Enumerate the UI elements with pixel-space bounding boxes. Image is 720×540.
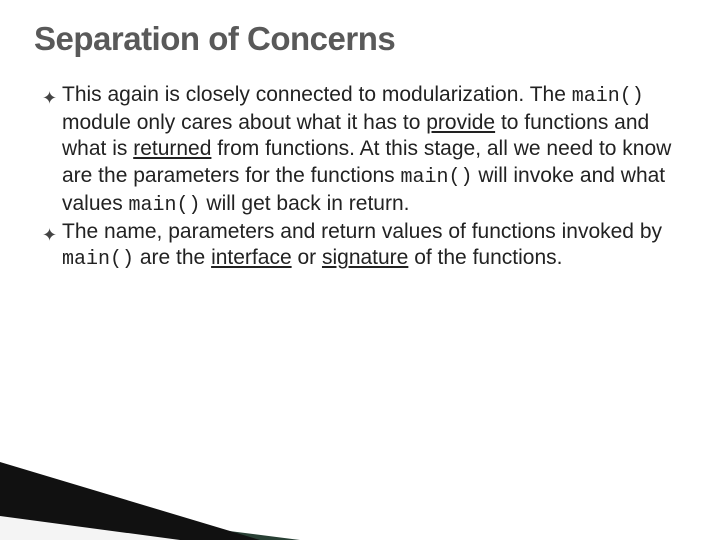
slide: Separation of Concerns ✦ This again is c…	[0, 0, 720, 540]
slide-body: ✦ This again is closely connected to mod…	[34, 82, 686, 273]
corner-decoration	[0, 462, 320, 540]
bullet-marker-icon: ✦	[42, 82, 62, 112]
bullet-text: This again is closely connected to modul…	[62, 82, 686, 219]
bullet-item: ✦ This again is closely connected to mod…	[42, 82, 686, 219]
decoration-triangle	[0, 502, 300, 540]
bullet-item: ✦ The name, parameters and return values…	[42, 219, 686, 273]
decoration-triangle	[0, 462, 260, 540]
decoration-triangle	[0, 516, 180, 540]
bullet-text: The name, parameters and return values o…	[62, 219, 686, 273]
slide-title: Separation of Concerns	[34, 20, 686, 58]
bullet-marker-icon: ✦	[42, 219, 62, 249]
